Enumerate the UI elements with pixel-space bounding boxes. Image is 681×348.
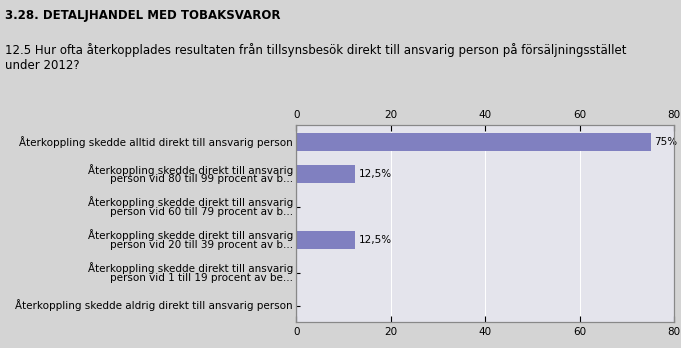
- Text: Återkoppling skedde alltid direkt till ansvarig person: Återkoppling skedde alltid direkt till a…: [19, 136, 293, 148]
- Text: person vid 80 till 99 procent av b...: person vid 80 till 99 procent av b...: [110, 174, 293, 184]
- Text: Återkoppling skedde direkt till ansvarig: Återkoppling skedde direkt till ansvarig: [88, 196, 293, 208]
- Text: 3.28. DETALJHANDEL MED TOBAKSVAROR: 3.28. DETALJHANDEL MED TOBAKSVAROR: [5, 9, 281, 22]
- Bar: [296, 165, 355, 183]
- Bar: [296, 231, 355, 249]
- Text: Återkoppling skedde aldrig direkt till ansvarig person: Återkoppling skedde aldrig direkt till a…: [15, 300, 293, 311]
- Text: person vid 1 till 19 procent av be...: person vid 1 till 19 procent av be...: [110, 272, 293, 283]
- Bar: [296, 133, 650, 151]
- Text: 12,5%: 12,5%: [359, 169, 392, 180]
- Text: 75%: 75%: [654, 137, 678, 147]
- Text: Återkoppling skedde direkt till ansvarig: Återkoppling skedde direkt till ansvarig: [88, 262, 293, 274]
- Text: person vid 20 till 39 procent av b...: person vid 20 till 39 procent av b...: [110, 240, 293, 250]
- Text: 12.5 Hur ofta återkopplades resultaten från tillsynsbesök direkt till ansvarig p: 12.5 Hur ofta återkopplades resultaten f…: [5, 44, 627, 72]
- Text: 12,5%: 12,5%: [359, 235, 392, 245]
- Text: Återkoppling skedde direkt till ansvarig: Återkoppling skedde direkt till ansvarig: [88, 229, 293, 241]
- Text: person vid 60 till 79 procent av b...: person vid 60 till 79 procent av b...: [110, 207, 293, 217]
- Text: Återkoppling skedde direkt till ansvarig: Återkoppling skedde direkt till ansvarig: [88, 164, 293, 175]
